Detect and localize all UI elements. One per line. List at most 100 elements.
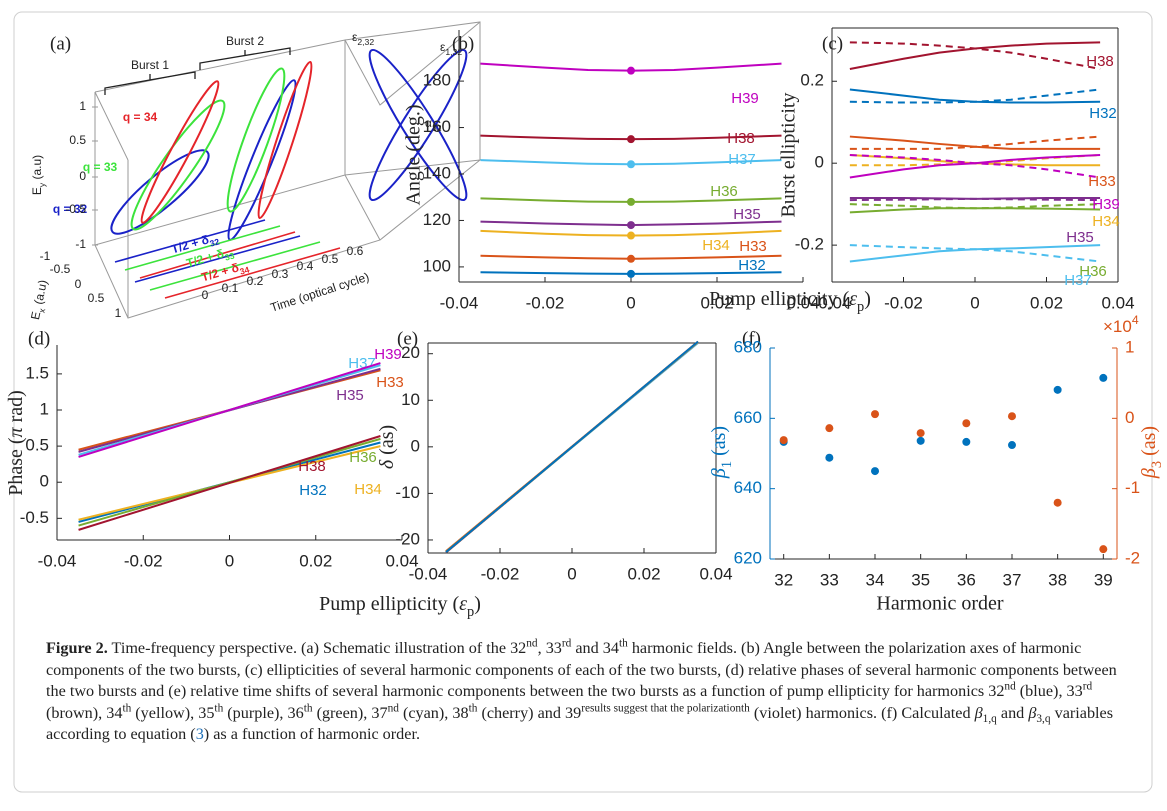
text-part: β [708, 468, 730, 479]
y-tick-label: 0 [815, 153, 824, 172]
text-part: rad) [5, 390, 27, 427]
caption-text: and [996, 703, 1029, 722]
caption-text: (yellow), 35 [131, 703, 215, 722]
burst-brackets [104, 47, 291, 95]
caption-text: 3 [195, 725, 204, 743]
text-part: 4 [1132, 313, 1139, 327]
panel-label: (a) [50, 33, 71, 54]
x-tick-label: -0.02 [481, 564, 520, 583]
point [1053, 385, 1062, 394]
text-part: 1 [719, 461, 735, 468]
text-part: (a.u) [30, 155, 44, 183]
caption-text: ) as a function of harmonic order. [203, 725, 420, 743]
dashed-line [849, 154, 1101, 179]
point [1099, 545, 1108, 554]
caption: Figure 2. Time-frequency perspective. (a… [46, 638, 1131, 746]
y-axis-label: Burst ellipticity [778, 93, 800, 218]
text-part: 32 [432, 123, 442, 133]
point [825, 424, 834, 433]
projection [368, 48, 468, 202]
ex-tick-label: -1 [40, 249, 51, 263]
delay-q33 [124, 225, 321, 291]
frame [13, 11, 1153, 793]
y-tick-label: 10 [401, 390, 420, 409]
x-axis-label: Pump ellipticity (εp) [319, 593, 481, 621]
series-label: H32 [738, 257, 766, 274]
x-tick-label: -0.04 [813, 293, 852, 312]
marker [627, 269, 635, 278]
text-part: ε [352, 30, 358, 44]
y-tick-label: 140 [423, 163, 451, 182]
caption-text: (cyan), 38 [398, 703, 469, 722]
x-tick-label: 0.02 [627, 564, 660, 583]
x-tick-label: -0.04 [38, 551, 77, 570]
caption-text: th [303, 702, 313, 715]
ey-tick-label: 0.5 [69, 133, 86, 147]
eps-label: ε2,32 [352, 30, 374, 47]
text-part: E [30, 187, 44, 195]
text-part: (as) [376, 425, 398, 460]
text-part: p [857, 299, 864, 315]
series-label: H39 [374, 346, 402, 363]
text-part: β [1138, 468, 1160, 479]
axis-multiplier: ×104 [1103, 313, 1139, 336]
point [825, 453, 834, 462]
marker [627, 135, 635, 144]
series-label: H33 [376, 374, 404, 391]
y-axis-label: Phase (π rad) [5, 390, 27, 496]
x-axis-label: Pump ellipticity (εp) [709, 288, 871, 316]
series-label: H37 [1064, 272, 1092, 289]
text-part: ) [474, 593, 481, 615]
y-tick-label: 120 [423, 210, 451, 229]
x-tick-label: 0.04 [786, 293, 819, 312]
dashed-line [849, 41, 1101, 70]
y-tick-label: 0.2 [800, 71, 824, 90]
x-tick-label: 0 [626, 293, 635, 312]
y2-axis-label: β3 (as) [1138, 426, 1166, 479]
delay-q34 [139, 231, 341, 299]
y-tick-label: 680 [734, 337, 762, 356]
wireframe [94, 21, 481, 319]
dashed-line [849, 88, 1101, 104]
marker [627, 160, 635, 169]
series-label: H38 [727, 130, 755, 147]
caption-text: (blue), 33 [1015, 682, 1083, 700]
caption-text: (cherry) and 39 [477, 703, 582, 722]
line [78, 362, 381, 458]
ellipse-q33 [226, 67, 286, 213]
ex-tick-label: -0.5 [50, 262, 71, 276]
point [962, 419, 971, 428]
y-tick-label: 160 [423, 117, 451, 136]
series-label: H36 [1079, 263, 1107, 280]
caption-text: (violet) harmonics. (f) Calculated [749, 703, 975, 722]
caption-text: β [1028, 703, 1037, 722]
caption-text: th [468, 702, 478, 715]
alpha-label: α32 [425, 116, 442, 133]
ellipse-burst-1 [368, 48, 468, 202]
panel-label: (b) [452, 33, 474, 54]
caption-text: , 33 [537, 639, 562, 657]
y-tick-label: 0.5 [25, 436, 49, 455]
x-tick-label: 34 [866, 570, 885, 589]
caption-text: nd [526, 637, 538, 650]
point [1007, 412, 1016, 421]
ey-ticks [92, 106, 98, 246]
series-label: H36 [710, 183, 738, 200]
ex-tick-label: 0.5 [88, 291, 105, 305]
x-tick-label: 0.04 [699, 564, 732, 583]
y-tick-label: 0 [411, 436, 420, 455]
text-part: Pump ellipticity ( [319, 593, 459, 615]
marker [627, 66, 635, 75]
text-part: 1,32 [445, 47, 462, 57]
ellipse-q32 [110, 149, 210, 235]
ey-tick-label: 1 [79, 99, 86, 113]
x-tick-label: 0.02 [299, 551, 332, 570]
text-part: α [425, 116, 432, 130]
series-label: H33 [739, 238, 767, 255]
caption-text: 3,q [1036, 712, 1051, 725]
x-axis-label: Harmonic order [876, 593, 1004, 615]
caption-text: harmonic fields. (b) Angle between the p… [46, 639, 1117, 700]
series-label: H38 [298, 458, 326, 475]
point [1053, 498, 1062, 507]
